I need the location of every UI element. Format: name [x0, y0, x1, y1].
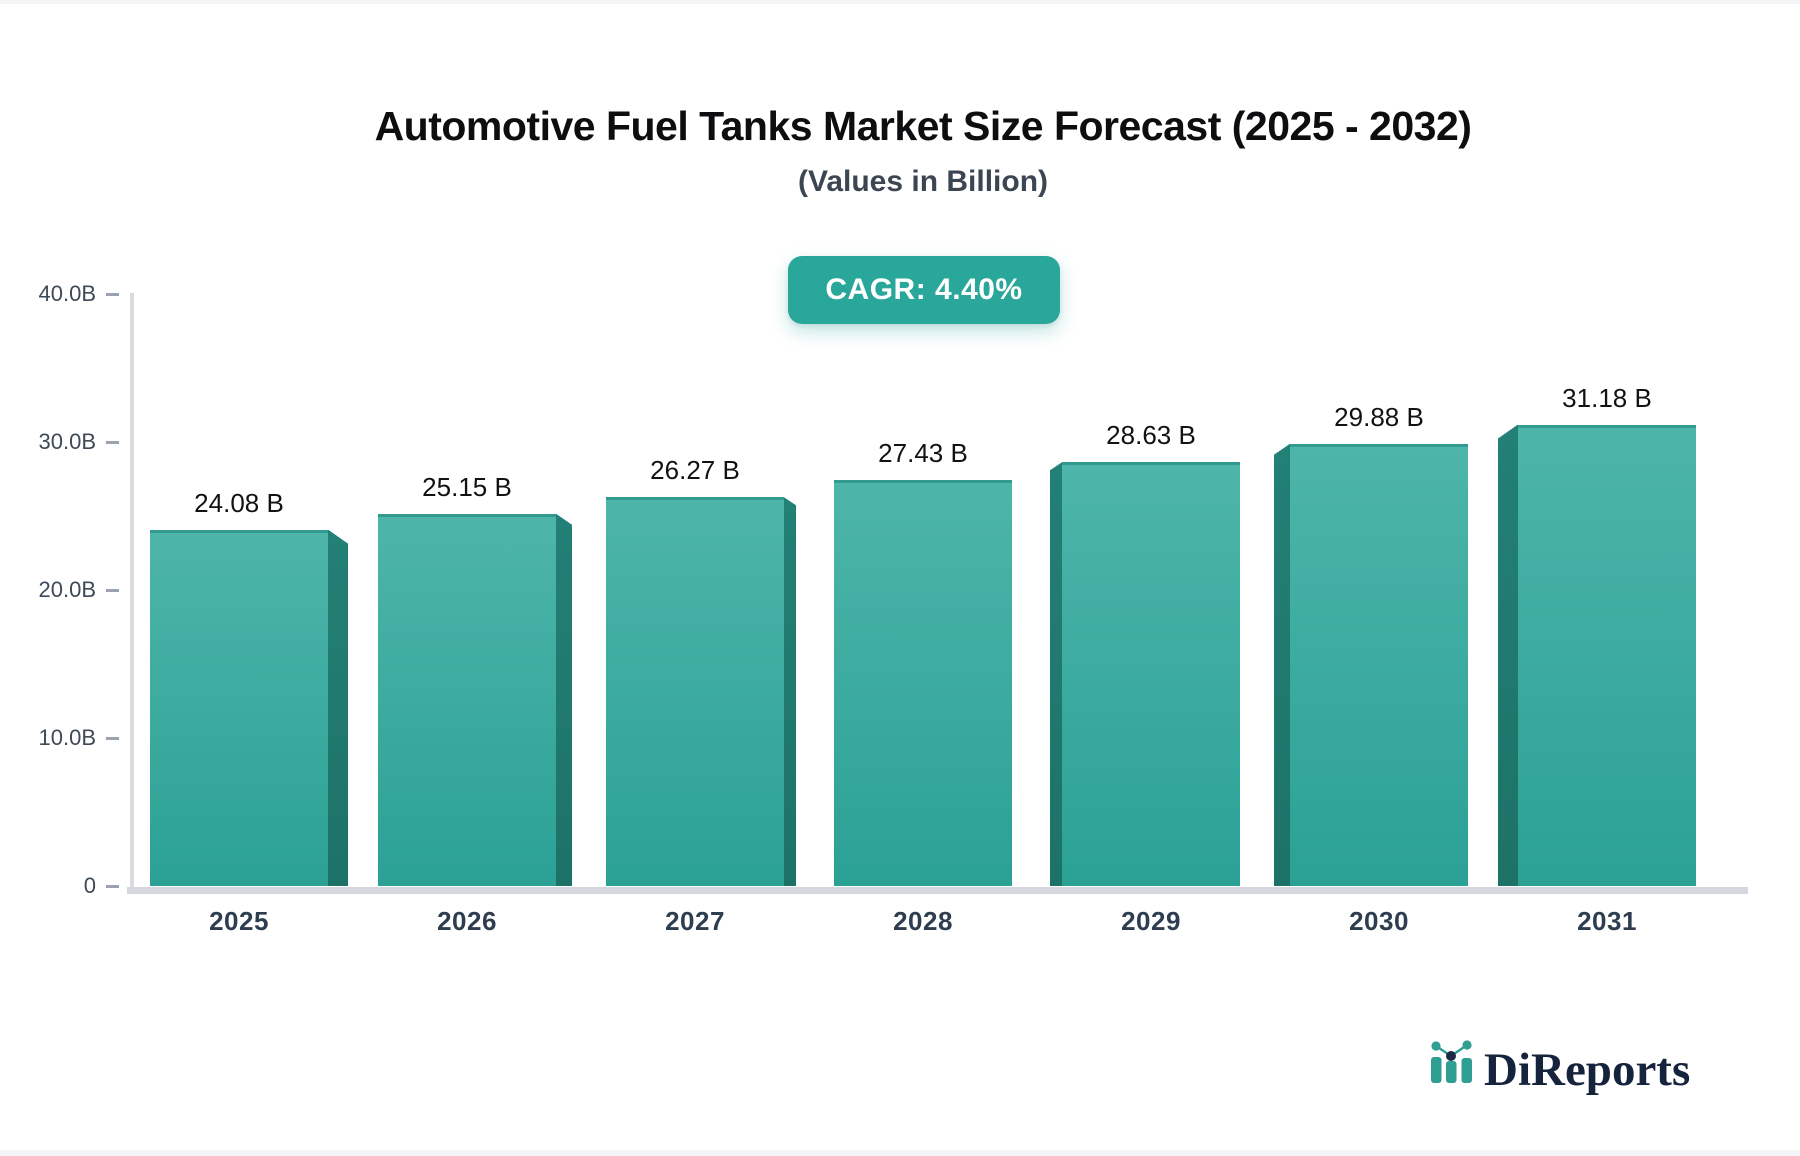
chart-title: Automotive Fuel Tanks Market Size Foreca…	[374, 103, 1472, 149]
cagr-badge-label: CAGR: 4.40%	[825, 273, 1023, 306]
x-axis-label: 2031	[1577, 906, 1637, 936]
cagr-badge: CAGR: 4.40%	[788, 256, 1060, 324]
bar-3d-side	[1498, 424, 1518, 886]
y-axis-tick-mark	[106, 293, 119, 296]
bar[interactable]	[834, 480, 1012, 886]
y-axis-tick-mark	[106, 737, 119, 740]
plot-area: 0 10.0B 20.0B 30.0B 40.0B 24.08 B 2025 25.15 B 2…	[0, 4, 1800, 1156]
bar-3d-side	[784, 497, 796, 886]
y-axis-line	[130, 293, 134, 889]
bar[interactable]	[1062, 462, 1240, 886]
y-axis-tick-label: 40.0B	[38, 281, 97, 306]
brand-name: DiReports	[1484, 1044, 1691, 1096]
bar[interactable]	[606, 497, 784, 886]
bar[interactable]	[1290, 443, 1468, 886]
x-axis-label: 2028	[893, 906, 953, 936]
y-axis-tick-mark	[106, 885, 119, 888]
bar[interactable]	[378, 513, 556, 886]
bar-value-label: 26.27 B	[650, 455, 740, 486]
x-axis-label: 2027	[665, 906, 725, 936]
chart-card: Automotive Fuel Tanks Market Size Foreca…	[0, 4, 1800, 1150]
y-axis-tick-label: 30.0B	[38, 429, 97, 454]
x-axis-label: 2029	[1121, 906, 1181, 936]
y-axis-tick-label: 20.0B	[38, 577, 97, 602]
bar-value-label: 31.18 B	[1562, 382, 1652, 413]
bar[interactable]	[1518, 424, 1696, 886]
bar-value-label: 25.15 B	[422, 471, 512, 502]
bar[interactable]	[150, 529, 328, 886]
y-axis-tick-mark	[106, 441, 119, 444]
bar-3d-side	[328, 529, 348, 886]
chart-subtitle: (Values in Billion)	[797, 165, 1049, 198]
brand-chart-icon	[1431, 1040, 1472, 1083]
y-axis-tick-mark	[106, 589, 119, 592]
x-axis-baseline	[127, 887, 1748, 894]
x-axis-label: 2025	[209, 906, 269, 936]
bar-value-label: 28.63 B	[1106, 420, 1196, 451]
x-axis-label: 2030	[1349, 906, 1409, 936]
bar-3d-side	[556, 513, 572, 886]
bar-value-label: 27.43 B	[878, 438, 968, 468]
bar-value-label: 29.88 B	[1334, 401, 1424, 432]
y-axis-tick-label: 10.0B	[38, 725, 97, 750]
brand-logo: DiReports	[1430, 1038, 1690, 1094]
bar-value-label: 24.08 B	[194, 487, 284, 518]
y-axis-tick-label: 0	[83, 873, 96, 898]
x-axis-label: 2026	[437, 906, 497, 936]
bar-3d-side	[1050, 462, 1062, 886]
bar-3d-side	[1274, 443, 1290, 886]
